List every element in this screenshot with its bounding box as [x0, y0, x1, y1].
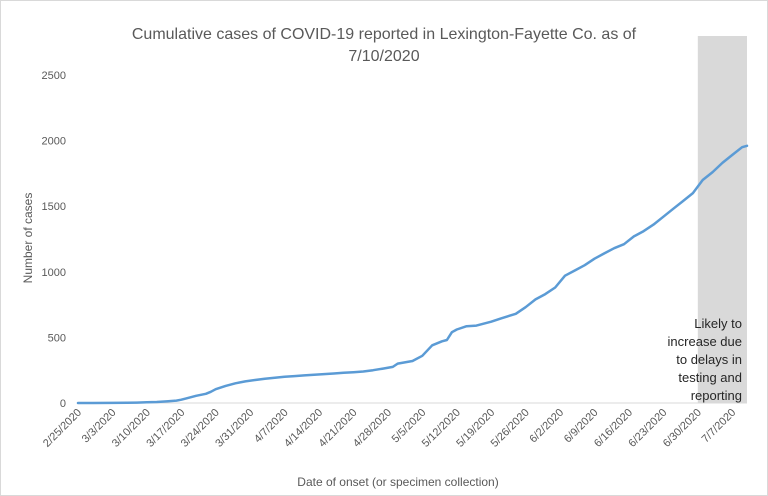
reporting-delay-annotation: to delays in: [676, 352, 742, 367]
y-tick-label: 2000: [42, 136, 66, 148]
y-axis-title: Number of cases: [21, 193, 35, 284]
cumulative-cases-line: [76, 144, 749, 405]
plot-area: 050010001500200025002/25/20203/3/20203/1…: [41, 36, 749, 450]
x-tick-label: 6/2/2020: [527, 407, 566, 446]
y-tick-label: 2500: [42, 70, 66, 82]
reporting-delay-annotation: Likely to: [694, 316, 742, 331]
reporting-delay-annotation: reporting: [691, 388, 742, 403]
y-tick-label: 0: [60, 398, 66, 410]
y-tick-label: 1500: [42, 201, 66, 213]
x-tick-label: 7/7/2020: [700, 407, 739, 446]
x-axis-title: Date of onset (or specimen collection): [297, 475, 498, 489]
y-tick-label: 1000: [42, 267, 66, 279]
y-tick-label: 500: [48, 332, 66, 344]
reporting-delay-annotation: increase due: [668, 334, 742, 349]
x-tick-label: 2/25/2020: [41, 407, 84, 450]
reporting-delay-annotation: testing and: [678, 370, 742, 385]
reporting-delay-shade: [697, 36, 747, 403]
chart-title-line-1: Cumulative cases of COVID-19 reported in…: [132, 26, 637, 43]
chart-title-line-2: 7/10/2020: [348, 48, 419, 65]
